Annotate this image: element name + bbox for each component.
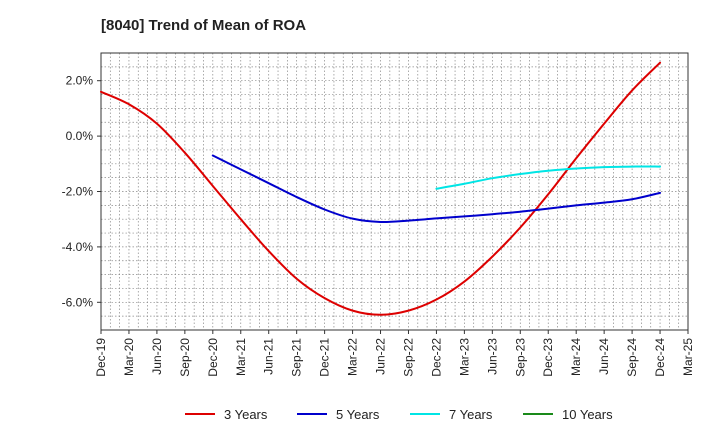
chart-title: [8040] Trend of Mean of ROA xyxy=(101,17,306,34)
legend: 3 Years 5 Years 7 Years 10 Years xyxy=(185,407,613,422)
y-tick-label: 2.0% xyxy=(66,74,94,88)
x-tick-label: Jun-24 xyxy=(597,338,611,375)
series-lines xyxy=(100,61,662,316)
x-tick-label: Mar-24 xyxy=(569,338,583,376)
x-tick-label: Mar-21 xyxy=(234,338,248,376)
x-tick-label: Dec-19 xyxy=(94,338,108,377)
x-tick-label: Dec-23 xyxy=(541,338,555,377)
x-tick-label: Sep-20 xyxy=(178,338,192,377)
x-tick-label: Sep-22 xyxy=(401,338,415,377)
x-tick-label: Mar-25 xyxy=(681,338,695,376)
x-axis-ticks: Dec-19 Mar-20 Jun-20 Sep-20 Dec-20 Mar-21 Jun-… xyxy=(94,330,695,377)
x-tick-label: Dec-21 xyxy=(318,338,332,377)
series-line-3-years xyxy=(100,61,662,316)
legend-label-7-years: 7 Years xyxy=(449,407,493,422)
y-tick-label: -2.0% xyxy=(62,185,94,199)
x-tick-label: Dec-22 xyxy=(429,338,443,377)
y-tick-label: -6.0% xyxy=(62,295,94,309)
x-tick-label: Mar-22 xyxy=(346,338,360,376)
y-axis-ticks: 2.0% 0.0% -2.0% -4.0% -6.0% xyxy=(62,74,101,309)
legend-label-3-years: 3 Years xyxy=(224,407,268,422)
x-tick-label: Jun-21 xyxy=(262,338,276,375)
x-tick-label: Sep-21 xyxy=(290,338,304,377)
series-line-5-years xyxy=(211,154,662,224)
x-tick-label: Mar-23 xyxy=(457,338,471,376)
x-tick-label: Sep-24 xyxy=(625,338,639,377)
legend-label-5-years: 5 Years xyxy=(336,407,380,422)
x-tick-label: Jun-20 xyxy=(150,338,164,375)
legend-label-10-years: 10 Years xyxy=(562,407,613,422)
x-tick-label: Jun-22 xyxy=(374,338,388,375)
x-tick-label: Sep-23 xyxy=(513,338,527,377)
y-tick-label: -4.0% xyxy=(62,240,94,254)
x-tick-label: Jun-23 xyxy=(485,338,499,375)
grid xyxy=(101,53,688,330)
x-tick-label: Dec-24 xyxy=(653,338,667,377)
x-tick-label: Mar-20 xyxy=(122,338,136,376)
x-tick-label: Dec-20 xyxy=(206,338,220,377)
series-line-7-years xyxy=(435,165,662,190)
y-tick-label: 0.0% xyxy=(66,129,94,143)
